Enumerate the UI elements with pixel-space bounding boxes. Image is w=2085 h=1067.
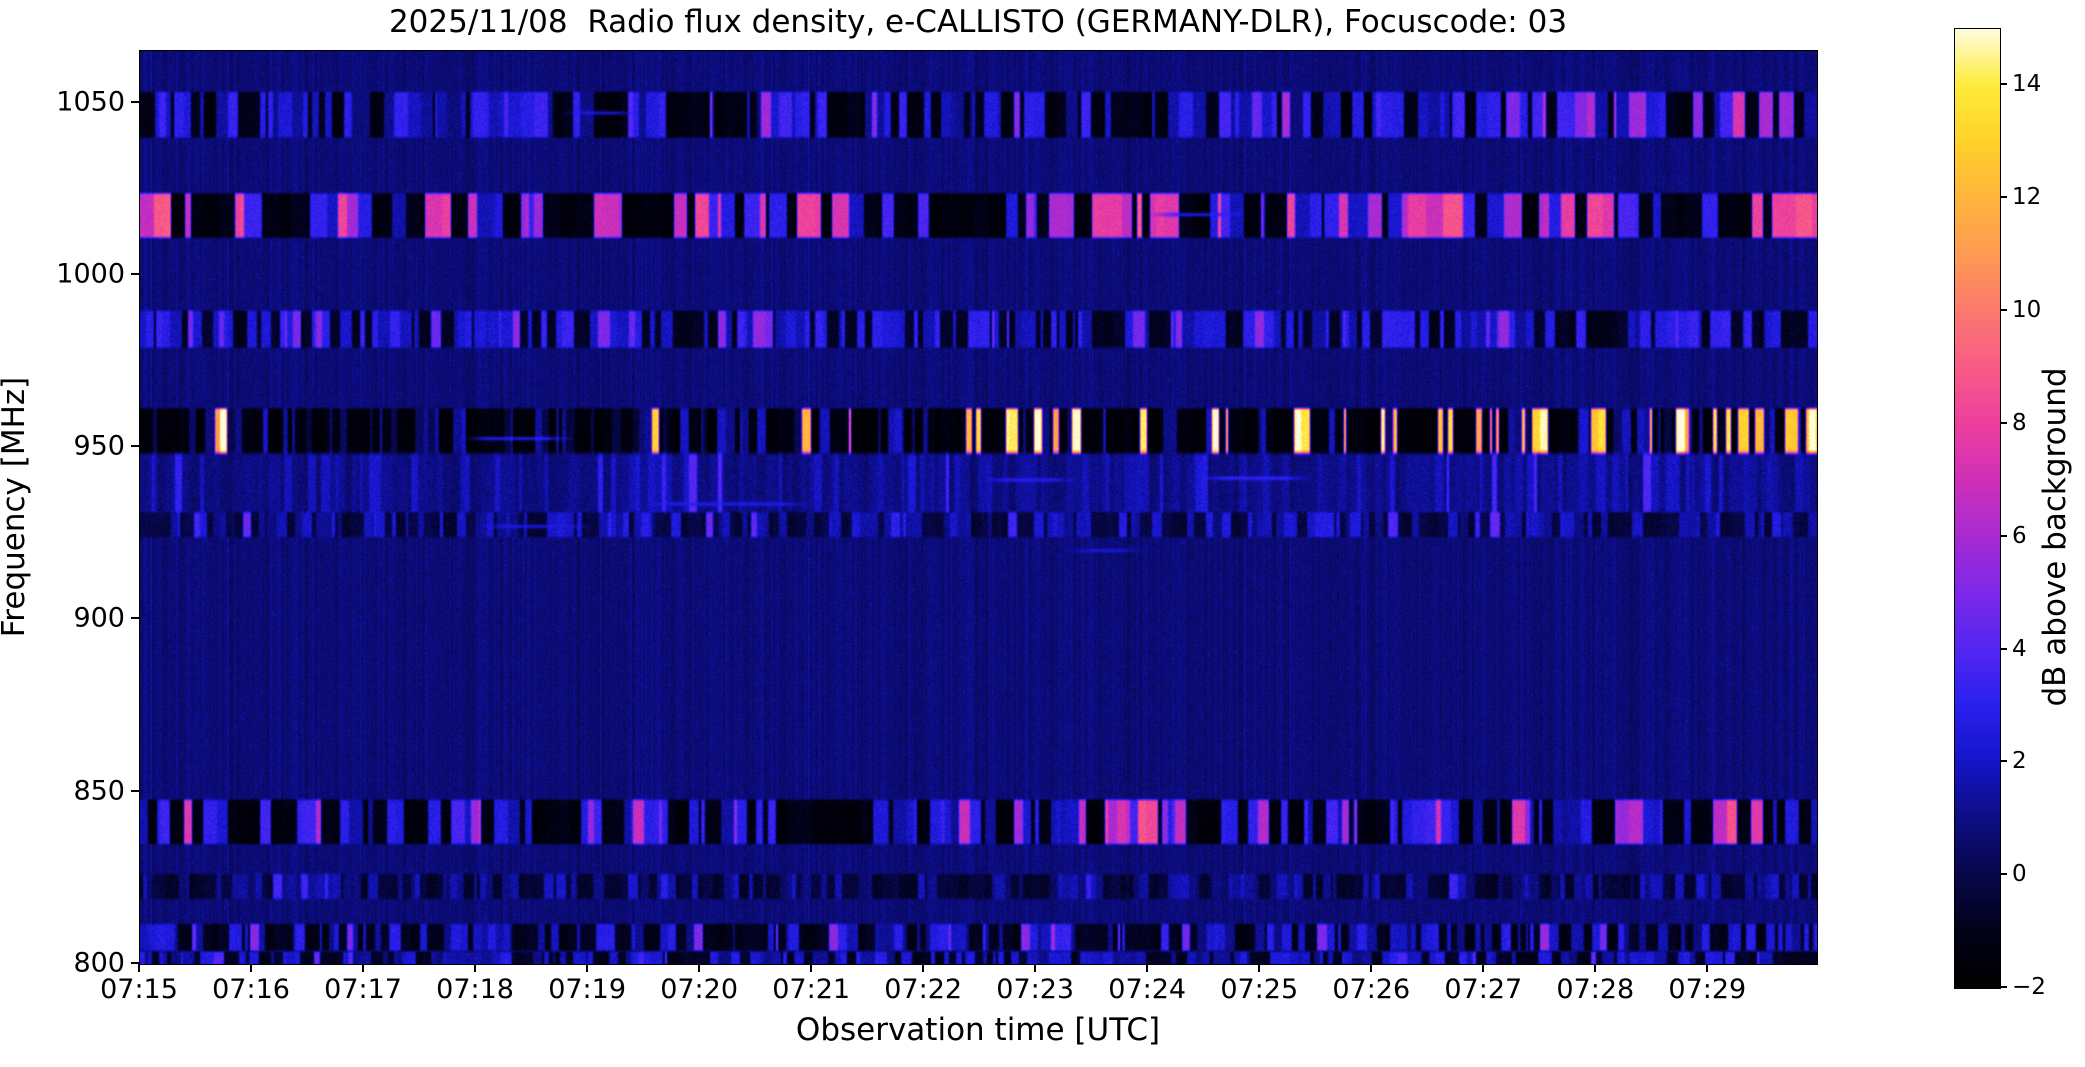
y-tick-mark [131, 617, 139, 620]
x-tick-mark [362, 964, 365, 972]
y-axis-label: Frequency [MHz] [0, 376, 32, 638]
colorbar-gradient [1955, 29, 2000, 988]
x-tick-label: 07:21 [772, 974, 851, 1005]
x-tick-label: 07:18 [436, 974, 514, 1005]
y-tick-mark [131, 272, 139, 275]
x-tick-mark [474, 964, 477, 972]
x-tick-label: 07:19 [548, 974, 626, 1005]
x-tick-label: 07:22 [884, 974, 963, 1005]
x-tick-mark [922, 964, 925, 972]
x-tick-label: 07:27 [1444, 974, 1523, 1005]
plot-area [139, 50, 1818, 965]
x-axis-label: Observation time [UTC] [795, 1012, 1161, 1048]
colorbar-tick-mark [2000, 83, 2007, 86]
x-tick-mark [250, 964, 253, 972]
x-tick-mark [1594, 964, 1597, 972]
colorbar-tick-mark [2000, 421, 2007, 424]
x-tick-mark [698, 964, 701, 972]
x-tick-label: 07:16 [212, 974, 290, 1005]
x-tick-mark [138, 964, 140, 972]
x-tick-mark [1482, 964, 1485, 972]
colorbar-tick-label: 10 [2012, 297, 2042, 324]
colorbar-tick-label: 2 [2012, 748, 2027, 775]
colorbar-tick-label: 8 [2012, 409, 2027, 436]
colorbar-tick-label: 4 [2012, 635, 2027, 662]
colorbar-tick-mark [2000, 647, 2007, 650]
x-tick-label: 07:28 [1556, 974, 1635, 1005]
x-tick-mark [1706, 964, 1709, 972]
colorbar-tick-mark [2000, 760, 2007, 763]
chart-title: 2025/11/08 Radio flux density, e-CALLIST… [388, 4, 1568, 40]
y-tick-label: 850 [73, 775, 125, 807]
y-tick-label: 900 [73, 602, 125, 634]
colorbar-label: dB above background [2037, 367, 2073, 707]
y-tick-mark [131, 789, 139, 792]
x-tick-label: 07:26 [1332, 974, 1411, 1005]
y-tick-label: 800 [73, 947, 125, 979]
x-tick-label: 07:23 [996, 974, 1075, 1005]
y-tick-mark [131, 445, 139, 448]
y-tick-mark [131, 100, 139, 103]
colorbar-tick-label: 14 [2012, 71, 2042, 98]
x-tick-label: 07:24 [1108, 974, 1187, 1005]
x-tick-label: 07:15 [100, 974, 178, 1005]
x-tick-mark [1146, 964, 1149, 972]
x-tick-label: 07:20 [660, 974, 739, 1005]
colorbar-tick-mark [2000, 873, 2007, 876]
y-tick-mark [131, 962, 139, 964]
x-tick-mark [1034, 964, 1037, 972]
y-tick-label: 950 [73, 430, 125, 462]
y-tick-label: 1000 [56, 258, 125, 290]
x-tick-mark [1258, 964, 1261, 972]
x-tick-mark [586, 964, 589, 972]
colorbar-tick-mark [2000, 196, 2007, 199]
x-tick-mark [1370, 964, 1373, 972]
colorbar-tick-mark [2000, 534, 2007, 537]
colorbar [1954, 28, 2001, 989]
x-tick-label: 07:25 [1220, 974, 1299, 1005]
colorbar-tick-label: 6 [2012, 522, 2027, 549]
x-tick-label: 07:29 [1668, 974, 1747, 1005]
colorbar-tick-mark [2000, 986, 2007, 988]
colorbar-tick-mark [2000, 309, 2007, 312]
colorbar-tick-label: 0 [2012, 861, 2027, 888]
y-tick-label: 1050 [56, 86, 125, 118]
colorbar-tick-label: 12 [2012, 184, 2042, 211]
colorbar-tick-label: −2 [2012, 974, 2046, 1000]
spectrogram-canvas [140, 51, 1817, 964]
x-tick-mark [810, 964, 813, 972]
x-tick-label: 07:17 [324, 974, 402, 1005]
